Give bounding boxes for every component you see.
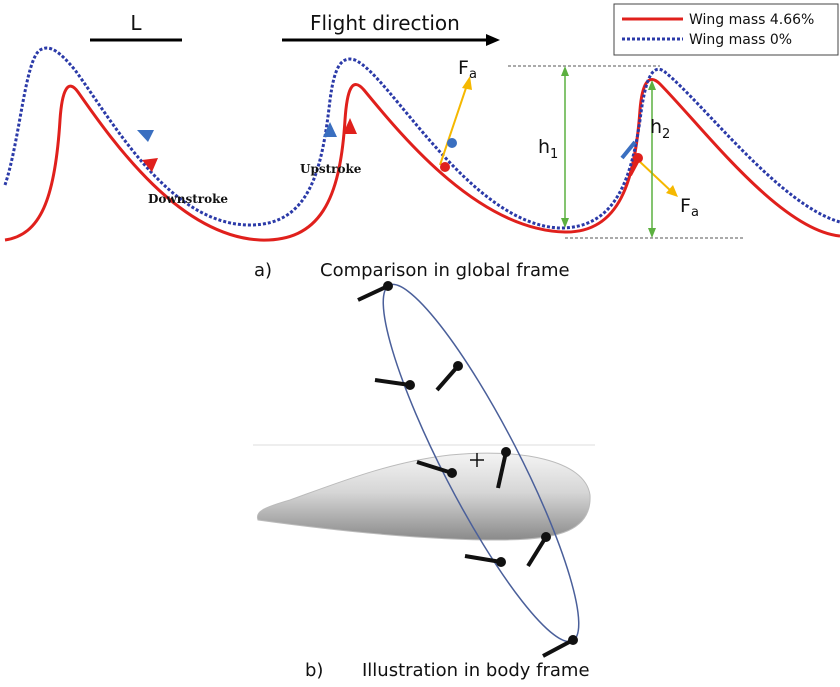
caption-letter: b) <box>305 660 323 681</box>
arrow-head <box>648 228 656 238</box>
blue-trajectory <box>5 48 840 228</box>
direction-label: Flight direction <box>310 11 460 35</box>
arrow-head <box>486 34 500 46</box>
wing-point <box>440 162 450 172</box>
legend-entry: Wing mass 4.66% <box>689 12 814 28</box>
panel-b: b) Illustration in body frame <box>253 268 606 681</box>
force-label: Fa <box>680 195 699 220</box>
height-label: h2 <box>650 116 670 142</box>
red-trajectory <box>5 79 840 240</box>
wing-point <box>447 138 457 148</box>
wing-point <box>633 153 643 163</box>
height-label: h1 <box>538 136 558 162</box>
scale-label: L <box>130 11 142 35</box>
force-label: Fa <box>458 57 477 82</box>
force-arrow <box>440 82 468 165</box>
direction-marker <box>137 130 154 142</box>
arrow-head <box>561 66 569 76</box>
legend-entry: Wing mass 0% <box>689 32 792 48</box>
figure: L Flight direction Fa Fa h1 h2 Upstroke <box>0 0 840 687</box>
panel-a: L Flight direction Fa Fa h1 h2 Upstroke <box>5 4 840 281</box>
downstroke-label: Downstroke <box>148 192 228 206</box>
caption: Illustration in body frame <box>362 660 590 681</box>
caption: Comparison in global frame <box>320 260 570 281</box>
upstroke-label: Upstroke <box>300 162 362 176</box>
force-arrow <box>638 160 672 192</box>
caption-letter: a) <box>254 260 272 281</box>
